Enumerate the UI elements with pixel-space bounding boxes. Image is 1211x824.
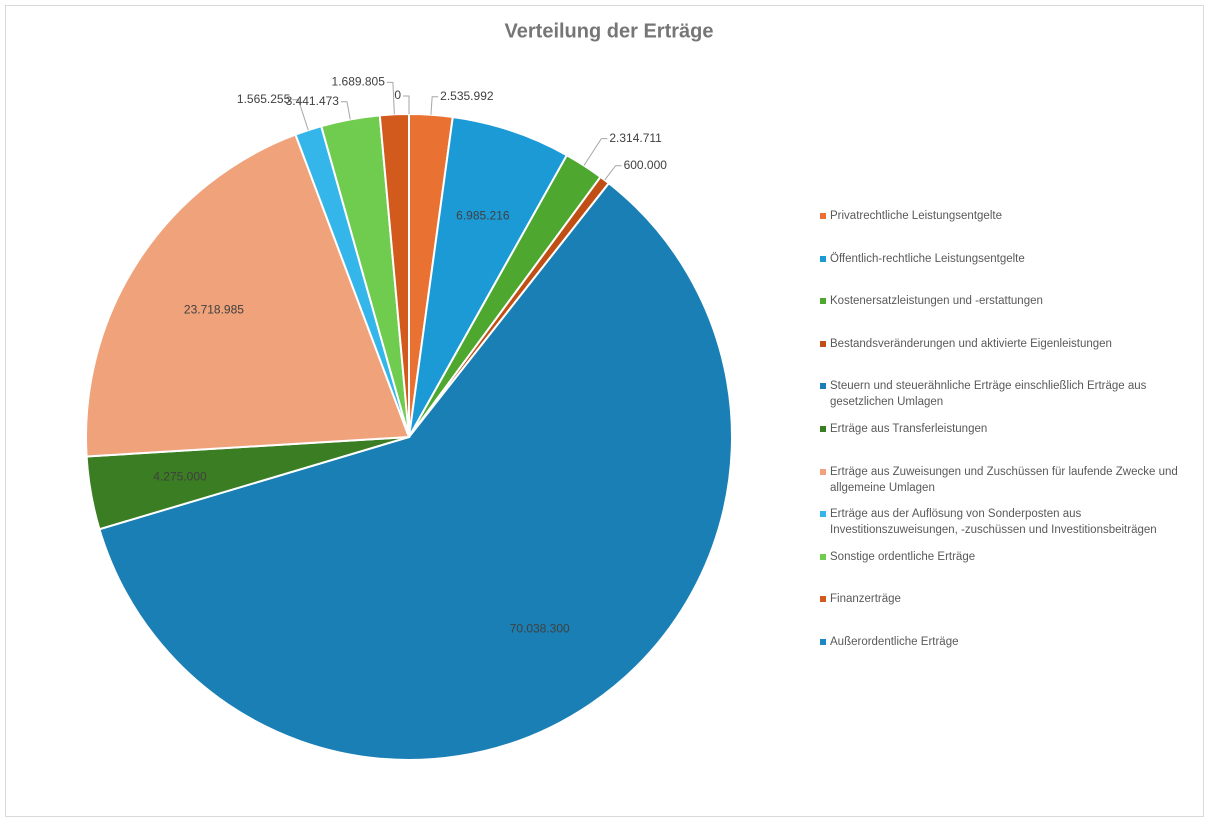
legend-label: Steuern und steuerähnliche Erträge einsc… [830,380,1147,409]
data-label: 1.565.255 [237,92,291,106]
data-label: 2.535.992 [440,89,494,103]
data-label: 70.038.300 [510,622,570,636]
pie-slice [85,133,411,458]
legend-marker [820,596,826,603]
chart-title: Verteilung der Erträge [505,20,714,42]
data-label: 2.314.711 [609,131,662,145]
data-label: 23.718.985 [184,303,244,317]
legend-label: Erträge aus Zuweisungen und Zuschüssen f… [830,465,1178,494]
leader-line [430,96,439,115]
data-label: 1.689.805 [332,75,386,89]
leader-line [403,95,410,114]
data-label: 600.000 [624,158,668,172]
legend-item: Steuern und steuerähnliche Erträge einsc… [820,378,1200,410]
legend-item: Erträge aus der Auflösung von Sonderpost… [820,506,1200,538]
legend-label: Erträge aus Transferleistungen [830,423,988,435]
legend-item: Erträge aus Transferleistungen [820,421,1200,437]
legend-marker [820,639,826,645]
leader-line [386,81,395,115]
legend-marker [820,340,826,347]
legend-marker [820,511,826,518]
data-label: 6.985.216 [456,209,510,223]
legend-label: Öffentlich-rechtliche Leistungsentgelte [830,252,1025,265]
data-label: 0 [394,88,401,102]
chart-frame [5,5,1204,817]
leader-line [583,138,608,166]
legend-label: Bestandsveränderungen und aktivierte Eig… [830,337,1112,350]
leader-line [604,165,622,181]
legend-label: Finanzerträge [830,593,901,606]
legend-item: Kostenersatzleistungen und -erstattungen [820,293,1200,309]
leader-line [292,99,309,131]
legend-label: Erträge aus der Auflösung von Sonderpost… [830,508,1157,537]
pie-slice [98,181,733,761]
legend-marker [820,213,826,219]
legend-marker [820,553,826,560]
data-label: 3.441.473 [286,94,340,108]
legend-item: Bestandsveränderungen und aktivierte Eig… [820,336,1200,352]
legend-item: Finanzerträge [820,591,1200,607]
legend-item: Außerordentliche Erträge [820,634,1200,650]
data-label: 4.275.000 [153,470,207,484]
legend-item: Öffentlich-rechtliche Leistungsentgelte [820,251,1200,267]
legend-label: Sonstige ordentliche Erträge [830,550,976,563]
legend-label: Privatrechtliche Leistungsentgelte [830,210,1002,222]
legend-label: Außerordentliche Erträge [830,636,959,648]
leader-line [340,101,351,120]
legend-marker [820,298,826,305]
legend-marker [820,383,826,390]
legend-marker [820,468,826,475]
legend-marker [820,426,826,432]
legend-item: Privatrechtliche Leistungsentgelte [820,208,1200,224]
legend-item: Erträge aus Zuweisungen und Zuschüssen f… [820,464,1200,496]
legend-label: Kostenersatzleistungen und -erstattungen [830,295,1043,308]
legend-marker [820,255,826,262]
pie-slice [408,115,569,438]
legend-item: Sonstige ordentliche Erträge [820,549,1200,565]
